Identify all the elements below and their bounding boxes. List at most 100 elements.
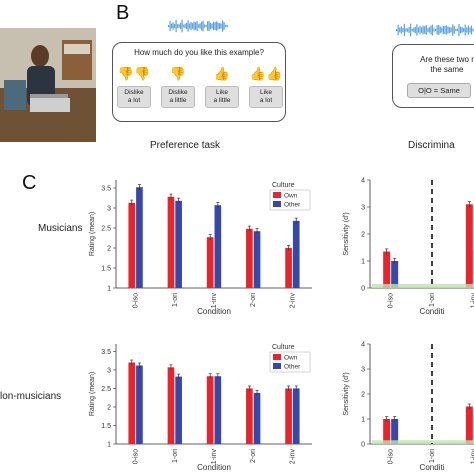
y-tick-label: 2: [361, 392, 365, 399]
wave-bar: [217, 22, 219, 30]
x-tick-label: 1-inv: [211, 293, 218, 309]
x-tick-label: 1-inv: [470, 449, 474, 465]
x-axis-label: Conditi: [420, 463, 445, 472]
bar-other: [136, 365, 143, 444]
wave-bar: [192, 23, 194, 29]
discrimination-dialog: Are these two r the same O|O = Same: [392, 44, 474, 108]
wave-bar: [205, 24, 207, 28]
wave-bar: [178, 24, 180, 28]
wave-bar: [399, 27, 401, 33]
y-tick-label: 1: [361, 259, 365, 266]
wave-bar: [406, 28, 409, 32]
row-label-nonmusicians: lon-musicians: [0, 391, 62, 402]
y-tick-label: 2: [107, 404, 111, 411]
y-tick-label: 0: [361, 286, 365, 293]
wave-bar: [458, 23, 460, 37]
wave-bar: [204, 24, 206, 28]
wave-bar: [223, 22, 225, 30]
bar-own: [383, 251, 391, 288]
wave-bar: [433, 28, 435, 32]
same-button[interactable]: O|O = Same: [407, 83, 471, 98]
x-tick-label: 1-ori: [172, 449, 179, 463]
panel-letter-c: C: [22, 172, 37, 194]
wave-bar: [396, 29, 398, 31]
wave-bar: [210, 22, 212, 30]
wave-bar: [441, 27, 443, 33]
wave-bar: [180, 23, 182, 29]
wave-bar: [225, 24, 227, 28]
wave-bar: [469, 27, 471, 33]
survey-question: How much do you like this example?: [134, 48, 264, 57]
wave-bar: [214, 22, 216, 30]
wave-bar: [430, 25, 432, 35]
wave-bar: [190, 22, 192, 30]
wave-bar: [168, 25, 170, 27]
wave-bar: [445, 25, 448, 35]
wave-bar: [431, 24, 434, 36]
y-axis-label: Rating (mean): [89, 372, 96, 416]
wave-bar: [184, 23, 186, 29]
y-axis-label: Rating (mean): [89, 212, 96, 256]
wave-bar: [222, 20, 224, 32]
x-tick-label: 0-iso: [388, 293, 395, 308]
wave-bar: [452, 24, 454, 36]
rating-option-like-a-little[interactable]: 👍 Like a little: [205, 65, 239, 108]
legend-swatch-other: [273, 201, 281, 207]
bar-own: [167, 196, 175, 288]
bar-other: [214, 205, 222, 288]
wave-bar: [463, 28, 465, 32]
bar-other: [214, 376, 222, 444]
discrimination-musicians-chart: 0 1 2 3 4 Sensitivity (d') 0-iso 1-ori 1-inv Cond…: [343, 178, 474, 316]
wave-bar: [186, 22, 188, 30]
wave-bar: [414, 26, 416, 34]
wave-bar: [449, 27, 451, 33]
x-axis-label: Condition: [197, 307, 231, 316]
wave-bar: [453, 26, 455, 34]
wave-bar: [199, 23, 201, 29]
x-axis-label: Condition: [197, 463, 231, 472]
x-tick-label: 0-iso: [133, 449, 140, 464]
y-tick-label: 1: [107, 442, 111, 449]
x-tick-label: 2-inv: [289, 293, 296, 309]
wave-bar: [420, 27, 423, 33]
wave-bar: [447, 26, 449, 34]
discrimination-nonmusicians-chart: 0 1 2 3 4 Sensitivity (d') 0-iso 1-ori 1-inv Cond…: [343, 342, 474, 472]
legend-swatch-other: [273, 363, 281, 369]
legend-title: Culture: [272, 182, 295, 189]
y-axis-label: Sensitivity (d'): [343, 372, 350, 415]
wave-bar: [400, 26, 402, 34]
y-axis-label: Sensitivity (d'): [343, 212, 350, 255]
wave-bar: [427, 28, 429, 32]
wave-bar: [219, 23, 221, 29]
wave-bar: [196, 20, 198, 32]
wave-bar: [464, 24, 466, 36]
wave-bar: [470, 25, 473, 35]
bar-own: [383, 419, 391, 444]
legend-label: Own: [284, 355, 298, 362]
bar-own: [206, 237, 214, 288]
legend-swatch-own: [273, 192, 281, 198]
preference-task-title: Preference task: [150, 140, 221, 151]
wave-bar: [438, 25, 440, 35]
wave-bar: [466, 27, 468, 33]
bar-own: [128, 362, 136, 444]
y-tick-label: 2: [107, 246, 111, 253]
y-tick-label: 3: [361, 367, 365, 374]
x-axis-label: Conditi: [420, 307, 445, 316]
thumbs-up-icon: 👍👍: [249, 66, 283, 81]
rating-option-dislike-a-little[interactable]: 👎 Dislike a little: [161, 65, 195, 108]
wave-bar: [467, 25, 469, 35]
wave-bar: [416, 24, 418, 36]
wave-bar: [208, 21, 210, 31]
rating-option-like-a-lot[interactable]: 👍👍 Like a lot: [249, 65, 283, 108]
wave-bar: [459, 26, 462, 34]
bar-other: [391, 261, 399, 288]
legend-label: Other: [284, 364, 301, 371]
y-tick-label: 2: [361, 232, 365, 239]
rating-option-dislike-a-lot[interactable]: 👎👎 Dislike a lot: [117, 65, 151, 108]
wave-bar: [195, 22, 197, 30]
wave-bar: [202, 20, 204, 32]
chance-band: [372, 283, 474, 288]
audio-waveform-icon: [168, 19, 228, 33]
wave-bar: [175, 19, 177, 33]
